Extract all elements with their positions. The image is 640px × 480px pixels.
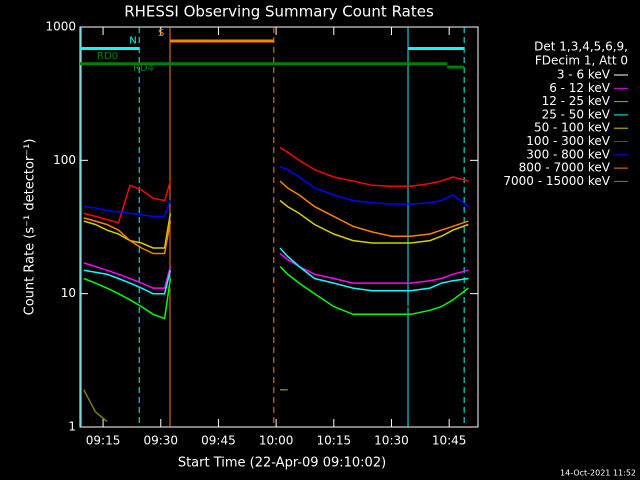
series-line bbox=[83, 247, 469, 295]
legend-label: 100 - 300 keV bbox=[526, 134, 610, 148]
series-line bbox=[83, 265, 469, 320]
legend-header: FDecim 1, Att 0 bbox=[535, 54, 628, 68]
x-tick-label: 09:30 bbox=[143, 434, 178, 448]
series-line bbox=[83, 262, 469, 316]
legend-label: 50 - 100 keV bbox=[534, 121, 611, 135]
legend-label: 6 - 12 keV bbox=[549, 81, 611, 95]
legend-label: 12 - 25 keV bbox=[542, 94, 611, 108]
x-tick-label: 10:15 bbox=[317, 434, 352, 448]
flag-label: N bbox=[129, 35, 136, 46]
flag-label: RD4 bbox=[133, 63, 154, 74]
series-line bbox=[83, 199, 469, 249]
series-line bbox=[83, 165, 469, 218]
x-tick-label: 10:00 bbox=[259, 434, 294, 448]
x-axis-label: Start Time (22-Apr-09 09:10:02) bbox=[178, 456, 386, 471]
x-tick-label: 10:30 bbox=[374, 434, 409, 448]
y-tick-label: 10 bbox=[61, 286, 76, 300]
legend-label: 300 - 800 keV bbox=[526, 147, 610, 161]
plot-frame bbox=[79, 26, 479, 428]
y-tick-label: 1 bbox=[68, 420, 76, 434]
legend-label: 25 - 50 keV bbox=[542, 107, 611, 121]
flag-label: S bbox=[158, 28, 164, 39]
y-tick-label: 1000 bbox=[45, 20, 76, 34]
legend-label: 7000 - 15000 keV bbox=[503, 174, 610, 188]
series-line bbox=[83, 146, 469, 224]
series-line bbox=[83, 389, 288, 423]
y-tick-label: 100 bbox=[53, 153, 76, 167]
chart-title: RHESSI Observing Summary Count Rates bbox=[124, 3, 434, 21]
legend-label: 3 - 6 keV bbox=[557, 68, 611, 82]
y-axis-label: Count Rate (s⁻¹ detector⁻¹) bbox=[23, 139, 38, 316]
series-line bbox=[83, 180, 469, 255]
x-tick-label: 10:45 bbox=[432, 434, 467, 448]
series-line bbox=[83, 252, 469, 289]
legend-label: 800 - 7000 keV bbox=[519, 161, 611, 175]
flag-label: RD0 bbox=[97, 51, 118, 62]
x-tick-label: 09:45 bbox=[201, 434, 236, 448]
footer: 14-Oct-2021 11:52 bbox=[560, 469, 636, 478]
legend-header: Det 1,3,4,5,6,9, bbox=[534, 40, 628, 54]
x-tick-label: 09:15 bbox=[86, 434, 121, 448]
